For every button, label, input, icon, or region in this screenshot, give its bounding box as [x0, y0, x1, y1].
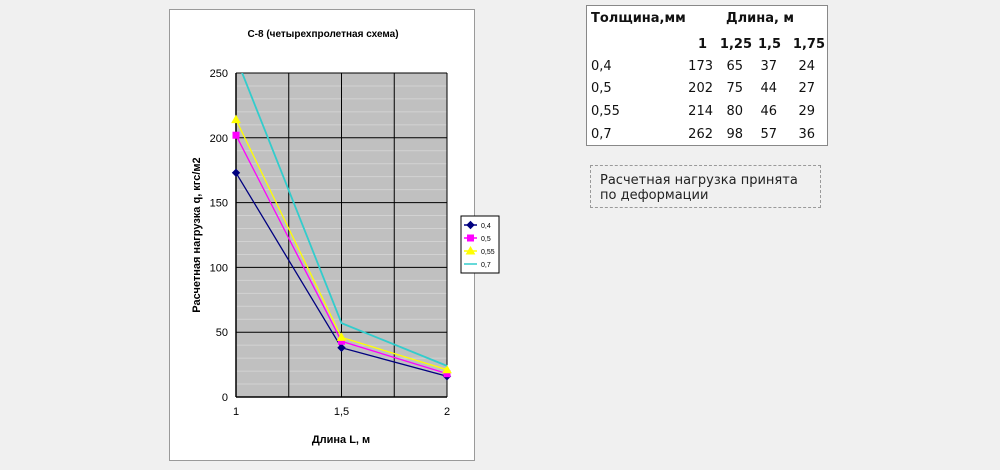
legend-label-2: 0,5: [481, 236, 491, 243]
note-line: Расчетная нагрузка принята: [600, 173, 798, 188]
table-cell: 29: [798, 104, 815, 119]
load-table: Толщина,мм Длина, м 1 1,25 1,5 1,75 0,4 …: [586, 5, 828, 146]
x-tick-label: 2: [444, 406, 450, 418]
table-length-2: 1,25: [719, 37, 752, 52]
table-cell: 75: [726, 81, 743, 96]
x-axis-label: Длина L, м: [312, 434, 370, 446]
legend-label-4: 0,7: [481, 262, 491, 269]
series-3-point: [336, 332, 347, 341]
table-header-thickness: Толщина,мм: [591, 11, 686, 26]
series-3-point: [231, 114, 241, 124]
y-tick-label: 100: [210, 262, 228, 274]
note-box: Расчетная нагрузка принята по деформации: [590, 165, 821, 208]
series-2-point: [232, 131, 240, 139]
y-tick-label: 50: [216, 327, 228, 339]
y-tick-label: 150: [210, 198, 228, 210]
x-tick-label: 1,5: [334, 406, 349, 418]
table-row-thickness: 0,4: [591, 59, 612, 74]
table-length-1: 1: [697, 37, 707, 52]
line-chart: 0 50 100 150 200 250 1 1,5 2 С-8 (четырехпролетна…: [191, 29, 452, 446]
series-line-4: [241, 73, 448, 367]
note-line: по деформации: [600, 188, 709, 203]
y-axis-label: Расчетная нагрузка q, кгс/м2: [191, 157, 203, 312]
table-cell: 65: [726, 59, 743, 74]
legend-label-1: 0,4: [481, 223, 491, 230]
y-tick-label: 0: [222, 392, 228, 404]
table-cell: 262: [688, 127, 713, 142]
table-cell: 80: [726, 104, 743, 119]
table-cell: 44: [760, 81, 777, 96]
table-cell: 98: [726, 127, 743, 142]
table-cell: 57: [760, 127, 777, 142]
table-cell: 37: [760, 59, 777, 74]
table-header-length: Длина, м: [726, 11, 795, 26]
y-tick-label: 250: [210, 68, 228, 80]
table-row-thickness: 0,55: [591, 104, 620, 119]
table-cell: 46: [760, 104, 777, 119]
table-cell: 173: [688, 59, 713, 74]
legend-label-3: 0,55: [481, 249, 495, 256]
table-cell: 214: [688, 104, 713, 119]
chart-panel: 0 50 100 150 200 250 1 1,5 2 С-8 (четырехпролетна…: [169, 9, 475, 461]
table-row-thickness: 0,7: [591, 127, 612, 142]
table-cell: 27: [798, 81, 815, 96]
table-length-3: 1,5: [757, 37, 781, 52]
y-tick-label: 200: [210, 133, 228, 145]
table-cell: 202: [688, 81, 713, 96]
series-1-point: [231, 168, 241, 177]
x-tick-label: 1: [233, 406, 239, 418]
chart-title: С-8 (четырехпролетная схема): [247, 29, 398, 40]
table-length-4: 1,75: [792, 37, 825, 52]
series-1-point: [337, 343, 346, 352]
series-3-point: [442, 364, 452, 374]
table-row-thickness: 0,5: [591, 81, 612, 96]
table-cell: 24: [798, 59, 815, 74]
table-cell: 36: [798, 127, 815, 142]
